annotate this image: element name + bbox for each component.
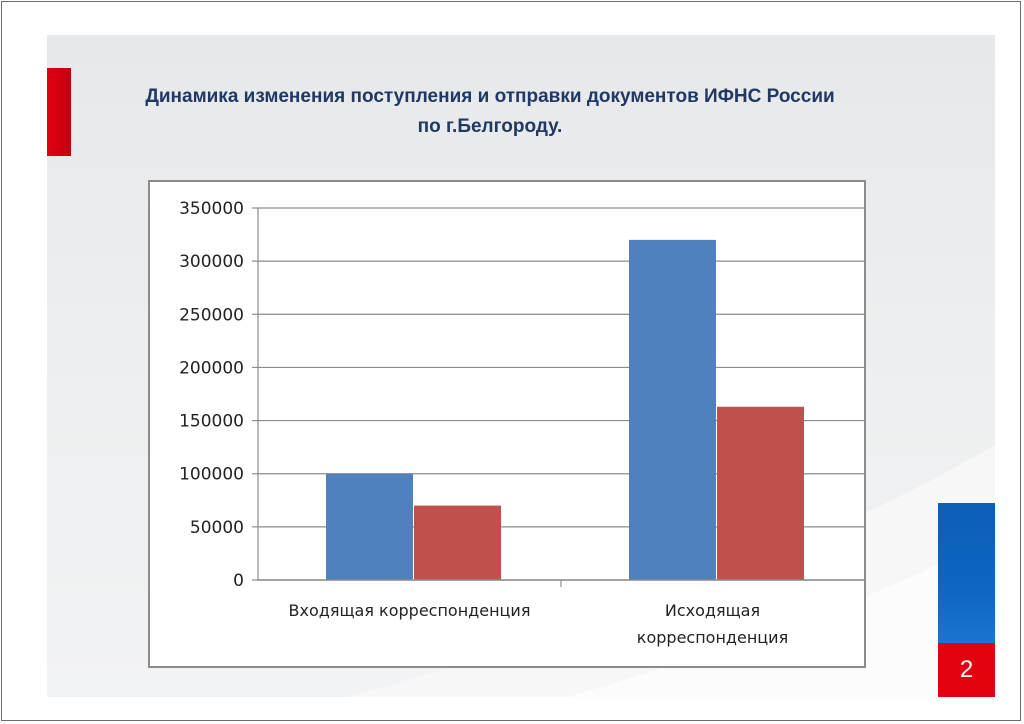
y-tick-label: 100000 <box>179 465 244 485</box>
slide-title: Динамика изменения поступления и отправк… <box>100 82 880 142</box>
x-category-label: корреспонденция <box>637 628 788 647</box>
slide-title-line-1: Динамика изменения поступления и отправк… <box>145 86 835 107</box>
page-number: 2 <box>959 656 974 683</box>
red-accent-bar <box>47 68 71 156</box>
x-category-label: Входящая корреспонденция <box>289 601 531 620</box>
y-tick-label: 200000 <box>179 358 244 378</box>
y-tick-label: 350000 <box>179 199 244 219</box>
y-tick-label: 0 <box>233 571 244 591</box>
y-tick-label: 300000 <box>179 252 244 272</box>
bar-chart: 0 50000 100000 150000 200000 250000 300000 3500… <box>179 199 864 647</box>
y-tick-label: 50000 <box>190 518 244 538</box>
y-tick-label: 250000 <box>179 305 244 325</box>
flag-blue-stripe <box>938 503 995 643</box>
chart-container: 0 50000 100000 150000 200000 250000 300000 3500… <box>148 180 866 668</box>
bar <box>326 473 413 580</box>
page-number-box: 2 <box>938 643 995 697</box>
x-category-label: Исходящая <box>665 601 760 620</box>
y-tick-label: 150000 <box>179 412 244 432</box>
bar <box>414 505 501 580</box>
slide-title-line-2: по г.Белгороду. <box>417 116 563 137</box>
bar <box>629 239 716 580</box>
bar <box>717 406 804 580</box>
